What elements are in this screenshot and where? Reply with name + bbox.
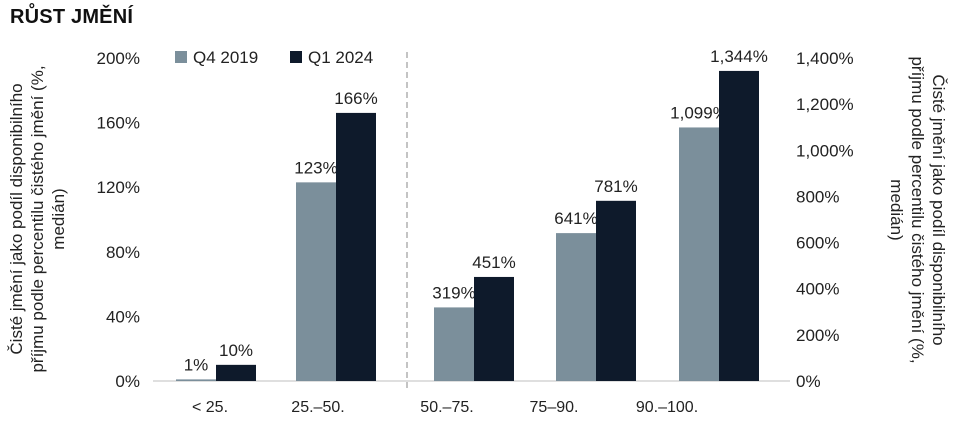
category-label: 90.–100. bbox=[636, 399, 698, 416]
bar-q4-2019 bbox=[679, 127, 719, 381]
data-label: 781% bbox=[594, 177, 637, 196]
data-label: 166% bbox=[334, 89, 377, 108]
legend-swatch bbox=[290, 51, 302, 63]
left-axis-title: Čisté jmění jako podíl disponibilního pří… bbox=[7, 65, 68, 372]
right-axis-title-line: Čisté jmění jako podíl disponibilního bbox=[929, 74, 948, 345]
left-axis-tick-label: 80% bbox=[106, 243, 140, 262]
legend-label: Q4 2019 bbox=[193, 48, 258, 67]
left-axis-tick-label: 120% bbox=[97, 178, 140, 197]
category-label: 25.–50. bbox=[291, 399, 344, 416]
data-label: 1,344% bbox=[710, 47, 768, 66]
bar-q4-2019 bbox=[556, 233, 596, 381]
bar-q1-2024 bbox=[596, 200, 636, 381]
category-label: < 25. bbox=[192, 399, 228, 416]
right-axis-tick-label: 200% bbox=[796, 326, 839, 345]
left-axis-title-line: příjmu podle percentilu čistého jmění (%… bbox=[28, 65, 47, 372]
right-axis-tick-label: 800% bbox=[796, 187, 839, 206]
right-axis-tick-label: 600% bbox=[796, 234, 839, 253]
right-axis-title-line: příjmu podle percentilu čistého jmění (%… bbox=[908, 56, 927, 363]
bar-q4-2019 bbox=[176, 379, 216, 381]
bar-q4-2019 bbox=[434, 307, 474, 381]
category-label: 50.–75. bbox=[420, 399, 473, 416]
category-label: 75–90. bbox=[530, 399, 579, 416]
data-label: 1,099% bbox=[670, 103, 728, 122]
data-label: 451% bbox=[472, 253, 515, 272]
data-label: 10% bbox=[219, 341, 253, 360]
data-label: 1% bbox=[184, 355, 209, 374]
bar-q1-2024 bbox=[474, 276, 514, 381]
right-axis-tick-label: 1,400% bbox=[796, 49, 854, 68]
left-axis-tick-label: 200% bbox=[97, 49, 140, 68]
bar-q4-2019 bbox=[296, 182, 336, 381]
right-axis-tick-label: 1,200% bbox=[796, 95, 854, 114]
legend-swatch bbox=[175, 51, 187, 63]
bar-q1-2024 bbox=[216, 364, 256, 381]
left-axis-title-line: medián) bbox=[49, 188, 68, 249]
bar-q1-2024 bbox=[336, 112, 376, 381]
data-label: 641% bbox=[554, 209, 597, 228]
right-axis-title-line: medián) bbox=[887, 179, 906, 240]
left-axis-title-line: Čisté jmění jako podíl disponibilního bbox=[7, 83, 26, 354]
left-axis-tick-label: 0% bbox=[115, 372, 140, 391]
left-axis-tick-label: 40% bbox=[106, 307, 140, 326]
data-label: 319% bbox=[432, 283, 475, 302]
legend-label: Q1 2024 bbox=[308, 48, 373, 67]
data-label: 123% bbox=[294, 158, 337, 177]
right-axis-tick-label: 1,000% bbox=[796, 141, 854, 160]
right-axis-tick-label: 0% bbox=[796, 372, 821, 391]
right-axis-title: Čisté jmění jako podíl disponibilníhopří… bbox=[887, 56, 948, 363]
right-axis-tick-label: 400% bbox=[796, 280, 839, 299]
chart-title: RŮST JMĚNÍ bbox=[10, 6, 134, 28]
bar-q1-2024 bbox=[719, 70, 759, 382]
left-axis-tick-label: 160% bbox=[97, 114, 140, 133]
